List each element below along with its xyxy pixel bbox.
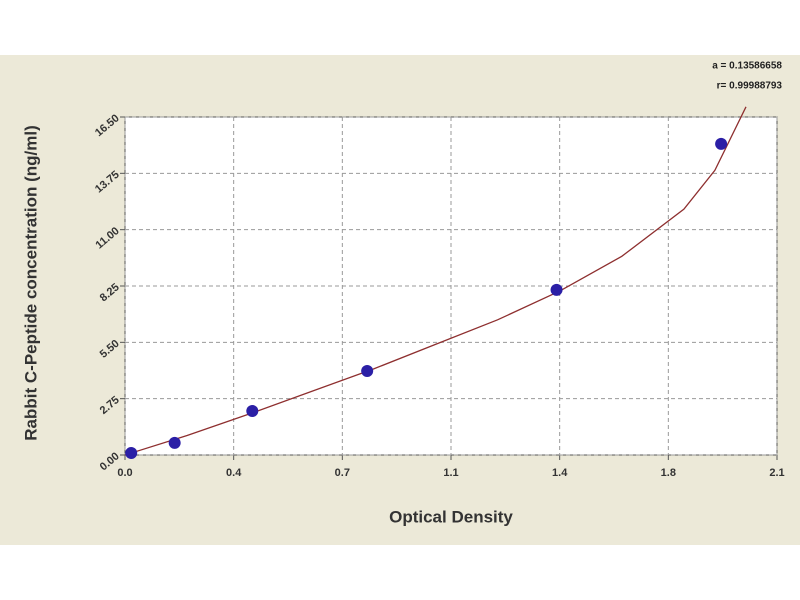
x-tick-label: 1.1 [443,467,458,479]
y-axis-title: Rabbit C-Peptide concentration (ng/ml) [21,125,40,440]
data-point [361,365,374,378]
x-tick-label: 0.7 [335,467,350,479]
data-point [550,283,563,296]
fit-curve [124,106,747,456]
x-tick-label: 1.8 [661,467,676,479]
x-tick-label: 0.0 [117,467,132,479]
data-point [246,404,259,417]
x-axis-title: Optical Density [389,507,513,526]
x-tick-label: 2.1 [769,467,784,479]
x-tick-label: 1.4 [552,467,568,479]
annotation: a = 0.13586658 [712,61,782,72]
data-point [168,436,181,449]
data-point [715,137,728,150]
annotation: r= 0.99988793 [717,81,783,92]
data-point [125,446,138,459]
x-tick-label: 0.4 [226,467,242,479]
